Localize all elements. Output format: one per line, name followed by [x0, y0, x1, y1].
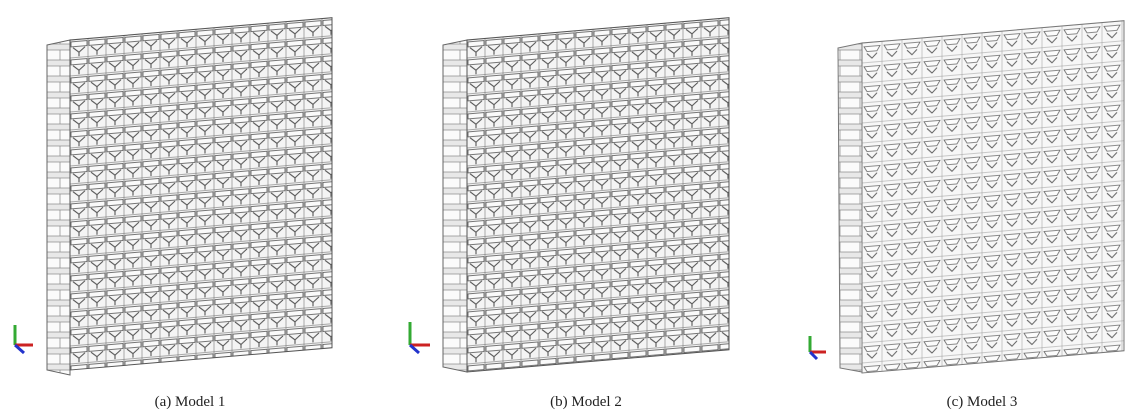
front-face — [862, 21, 1124, 373]
side-face — [443, 40, 467, 372]
caption: (b) Model 2 — [550, 394, 622, 410]
model-2 — [410, 18, 729, 372]
model-3 — [810, 21, 1124, 373]
caption: (c) Model 3 — [947, 394, 1018, 410]
axis-triad — [15, 325, 33, 353]
page: (a) Model 1 (b) Model 2 (c) Model 3 (() … — [0, 0, 1143, 418]
figure: (a) Model 1 (b) Model 2 (c) Model 3 — [0, 0, 1143, 418]
caption: (a) Model 1 — [155, 394, 226, 410]
axis-triad — [810, 336, 826, 359]
side-face — [47, 40, 70, 375]
axis-triad — [410, 322, 430, 353]
front-face — [70, 18, 332, 370]
side-face — [838, 43, 862, 372]
front-face — [467, 18, 729, 372]
model-1 — [15, 18, 332, 375]
